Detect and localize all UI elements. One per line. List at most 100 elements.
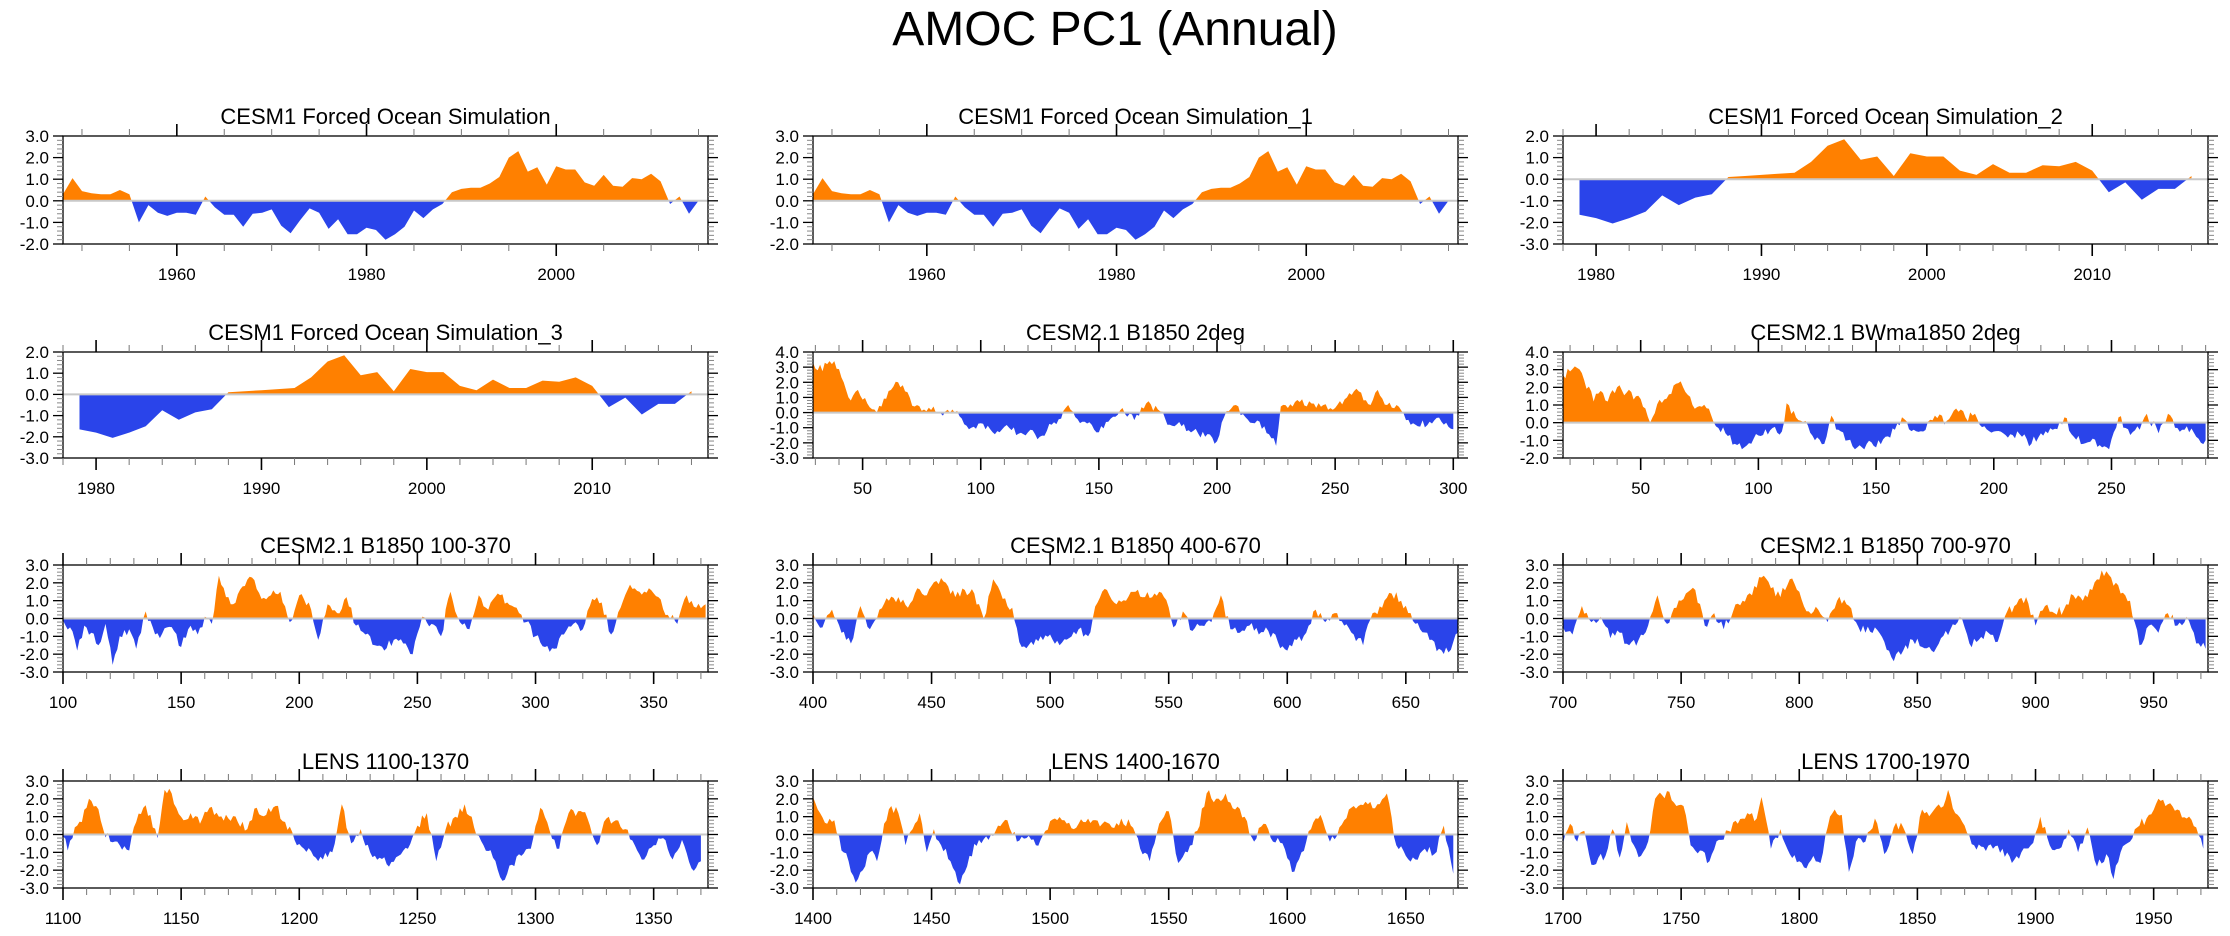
x-tick-label: 1960 — [908, 265, 946, 284]
x-tick-label: 450 — [917, 693, 945, 712]
y-tick-label: 1.0 — [25, 170, 49, 189]
y-tick-label: 1.0 — [1525, 592, 1549, 611]
y-tick-label: 0.0 — [775, 826, 799, 845]
x-tick-label: 1300 — [517, 909, 555, 928]
x-tick-label: 750 — [1667, 693, 1695, 712]
y-tick-label: 3.0 — [25, 772, 49, 791]
y-tick-label: -1.0 — [1520, 431, 1549, 450]
panel-1: CESM1 Forced Ocean Simulation -2.0 -1.0 0.0… — [20, 104, 718, 284]
panel-11: LENS 1400-1670 -3.0-2.0-1.00.01.02.03.0 14… — [770, 749, 1468, 928]
y-tick-label: 0.0 — [25, 385, 49, 404]
negative-area — [813, 412, 1454, 446]
negative-area — [63, 834, 701, 881]
x-tick-label: 1400 — [794, 909, 832, 928]
x-tick-label: 1960 — [158, 265, 196, 284]
x-tick-label: 2000 — [1287, 265, 1325, 284]
positive-area — [1563, 570, 2206, 619]
y-tick-label: -1.0 — [1520, 627, 1549, 646]
x-tick-label: 1990 — [243, 479, 281, 498]
y-tick-label: 3.0 — [775, 127, 799, 146]
x-tick-label: 100 — [49, 693, 77, 712]
y-tick-label: 0.0 — [1525, 414, 1549, 433]
x-tick-label: 200 — [285, 693, 313, 712]
panel-title: CESM1 Forced Ocean Simulation — [220, 104, 550, 129]
plot-frame — [812, 135, 1459, 245]
x-tick-label: 1800 — [1780, 909, 1818, 928]
x-tick-label: 1700 — [1544, 909, 1582, 928]
y-tick-label: -1.0 — [770, 627, 799, 646]
panel-title: CESM2.1 B1850 400-670 — [1010, 533, 1261, 558]
panel-title: CESM2.1 B1850 2deg — [1026, 320, 1245, 345]
y-tick-label: -2.0 — [20, 428, 49, 447]
panel-10: LENS 1100-1370 -3.0-2.0-1.00.01.02.03.0 11… — [20, 749, 718, 928]
y-tick-label: -3.0 — [1520, 235, 1549, 254]
x-tick-label: 50 — [1631, 479, 1650, 498]
y-tick-label: 1.0 — [1525, 808, 1549, 827]
y-tick-label: 2.0 — [1525, 378, 1549, 397]
negative-area — [1563, 618, 2206, 662]
x-tick-label: 300 — [1439, 479, 1467, 498]
panel-5: CESM2.1 B1850 2deg-3.0-2.0-1.00.01.02.03… — [770, 320, 1468, 498]
negative-area — [79, 394, 692, 438]
y-tick-label: 0.0 — [25, 826, 49, 845]
y-tick-label: -3.0 — [770, 879, 799, 898]
y-tick-label: 3.0 — [1525, 772, 1549, 791]
y-tick-label: 2.0 — [25, 790, 49, 809]
y-tick-label: -1.0 — [770, 213, 799, 232]
x-tick-label: 1100 — [45, 909, 82, 928]
positive-area — [1579, 139, 2192, 180]
y-tick-label: -1.0 — [770, 419, 799, 438]
x-tick-label: 1980 — [77, 479, 115, 498]
y-tick-label: -2.0 — [1520, 449, 1549, 468]
x-tick-label: 1500 — [1031, 909, 1069, 928]
x-tick-label: 1450 — [913, 909, 951, 928]
y-tick-label: 2.0 — [25, 343, 49, 362]
x-tick-label: 1550 — [1150, 909, 1188, 928]
y-tick-label: 2.0 — [25, 574, 49, 593]
y-tick-label: -2.0 — [770, 434, 799, 453]
y-tick-label: 1.0 — [25, 592, 49, 611]
y-tick-label: -3.0 — [20, 879, 49, 898]
x-tick-label: 2010 — [2073, 265, 2111, 284]
x-tick-label: 1980 — [1577, 265, 1615, 284]
panel-7: CESM2.1 B1850 100-370-3.0-2.0-1.00.01.02… — [20, 533, 718, 712]
y-tick-label: 2.0 — [775, 373, 799, 392]
x-tick-label: 950 — [2139, 693, 2167, 712]
y-tick-label: -1.0 — [1520, 192, 1549, 211]
y-tick-label: -2.0 — [1520, 861, 1549, 880]
negative-area — [1563, 422, 2206, 450]
positive-area — [63, 151, 708, 201]
x-tick-label: 1990 — [1743, 265, 1781, 284]
x-tick-label: 1150 — [163, 909, 200, 928]
x-tick-label: 1850 — [1898, 909, 1936, 928]
panel-title: CESM1 Forced Ocean Simulation_1 — [958, 104, 1313, 129]
x-tick-label: 250 — [2097, 479, 2125, 498]
y-tick-label: 3.0 — [1525, 556, 1549, 575]
panel-9: CESM2.1 B1850 700-970 -3.0-2.0-1.00.01.02… — [1520, 533, 2218, 712]
y-tick-label: -3.0 — [20, 449, 49, 468]
y-tick-label: 1.0 — [25, 808, 49, 827]
x-tick-label: 800 — [1785, 693, 1813, 712]
y-tick-label: 2.0 — [775, 574, 799, 593]
y-tick-label: 2.0 — [1525, 574, 1549, 593]
panel-12: LENS 1700-1970 -3.0-2.0-1.00.01.02.03.0 17… — [1520, 749, 2218, 928]
x-tick-label: 150 — [167, 693, 195, 712]
negative-area — [1563, 834, 2204, 880]
x-tick-label: 1600 — [1268, 909, 1306, 928]
negative-area — [1579, 179, 2192, 224]
x-tick-label: 1980 — [1098, 265, 1136, 284]
y-tick-label: 3.0 — [775, 556, 799, 575]
panel-6: CESM2.1 BWma1850 2deg -2.0-1.00.01.02.03.… — [1520, 320, 2218, 498]
x-tick-label: 2010 — [573, 479, 611, 498]
x-tick-label: 400 — [799, 693, 827, 712]
y-tick-label: 1.0 — [25, 364, 49, 383]
y-tick-label: -2.0 — [770, 235, 799, 254]
panel-8: CESM2.1 B1850 400-670 -3.0-2.0-1.00.01.02… — [770, 533, 1468, 712]
y-tick-label: 0.0 — [25, 610, 49, 629]
x-tick-label: 1250 — [398, 909, 436, 928]
x-tick-label: 850 — [1903, 693, 1931, 712]
negative-area — [813, 618, 1458, 654]
y-tick-label: -1.0 — [20, 843, 49, 862]
x-tick-label: 1950 — [2135, 909, 2173, 928]
panel-title: CESM2.1 B1850 100-370 — [260, 533, 511, 558]
